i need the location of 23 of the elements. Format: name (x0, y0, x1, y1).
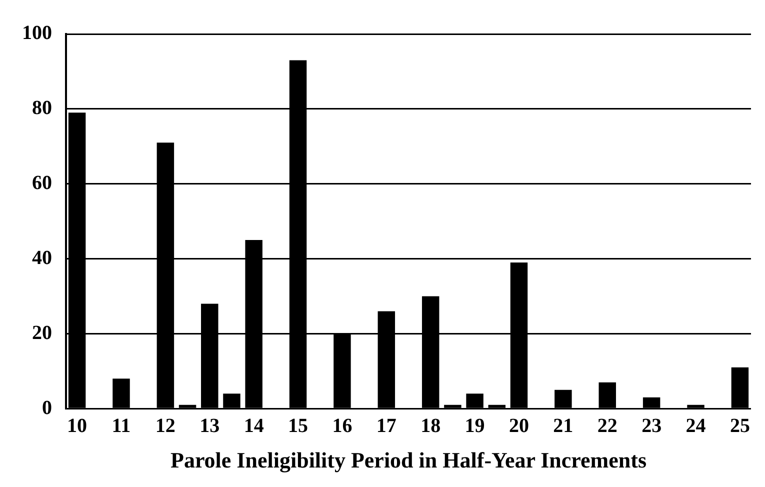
x-tick-label: 23 (642, 414, 662, 437)
x-tick-label: 20 (508, 414, 529, 437)
x-tick-label: 21 (553, 414, 574, 437)
x-tick-label: 11 (112, 414, 131, 437)
x-tick-label: 25 (730, 414, 750, 437)
y-tick-label: 0 (42, 396, 52, 419)
x-tick-label: 17 (376, 414, 396, 437)
x-tick-label: 24 (686, 414, 706, 437)
x-tick-label: 12 (155, 414, 176, 437)
x-tick-label: 14 (244, 414, 264, 437)
y-tick-label: 20 (32, 322, 52, 344)
x-tick-label: 16 (332, 414, 352, 437)
y-tick-label: 100 (22, 22, 52, 44)
x-tick-label: 10 (67, 414, 88, 437)
y-tick-label: 60 (32, 172, 52, 194)
x-axis-title: Parole Ineligibility Period in Half-Year Increments (170, 447, 647, 472)
x-tick-label: 15 (288, 414, 308, 437)
x-tick-label: 18 (420, 414, 441, 437)
y-tick-label: 40 (32, 246, 52, 269)
x-tick-label: 13 (200, 414, 220, 437)
y-tick-label: 80 (32, 97, 52, 120)
x-tick-label: 19 (464, 414, 485, 437)
x-tick-label: 22 (597, 414, 618, 437)
